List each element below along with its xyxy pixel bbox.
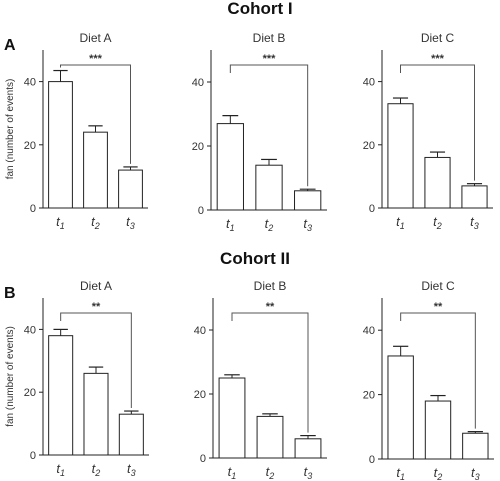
y-tick-label: 40 [363,77,375,89]
bar [387,355,414,460]
x-tick-label: t1 [396,214,405,231]
bar [118,413,144,456]
bar [294,190,322,211]
x-tick-label: t3 [470,214,479,231]
bar [462,432,489,460]
cohort-title-2: Cohort II [220,249,290,268]
y-tick-label: 20 [194,389,206,401]
cohort-title-1: Cohort I [227,0,292,18]
y-tick-label: 20 [363,390,375,402]
y-tick-label: 0 [198,205,204,217]
bar [48,335,74,456]
subplot-4: 0 20 40 Diet A fan (number of events) t1 t2 t3 *… [5,279,149,478]
bar [48,81,73,209]
x-tick-label: t2 [433,214,442,231]
y-tick-label: 40 [363,325,375,337]
bar [83,372,109,456]
significance-bracket [60,312,132,409]
x-tick-label: t3 [304,464,313,481]
significance-label: *** [431,53,445,65]
subplot-title: Diet C [421,279,455,293]
subplot-1: 0 20 40 Diet A fan (number of events) t1 t2 t3 *… [5,31,148,231]
significance-label: ** [92,301,101,313]
plots-group: 0 20 40 Diet A fan (number of events) t1 t2 t3 *… [5,31,494,481]
subplot-5: 0 20 40 Diet B t1 t2 t3 ** [194,279,327,481]
y-tick-label: 20 [24,140,36,152]
x-tick-label: t2 [434,465,443,481]
x-tick-label: t2 [266,464,275,481]
bar [83,131,108,209]
x-tick-label: t3 [471,465,480,481]
significance-label: *** [263,53,277,65]
significance-bracket [231,312,309,433]
y-tick-label: 0 [30,203,36,215]
significance-label: ** [266,301,275,313]
y-tick-label: 40 [24,77,36,89]
y-axis-label: fan (number of events) [5,326,16,427]
y-tick-label: 0 [200,453,206,465]
y-tick-label: 40 [194,325,206,337]
bar [424,400,452,460]
significance-bracket [229,64,309,187]
bar [216,123,244,211]
panel-letter-b: B [4,285,16,302]
subplot-3: 0 20 40 Diet C t1 t2 t3 *** [363,31,493,231]
bar [255,164,283,211]
significance-label: ** [434,301,443,313]
bar [424,156,451,209]
y-tick-label: 20 [192,141,204,153]
subplot-title: Diet A [79,31,111,45]
y-axis-label: fan (number of events) [5,79,16,180]
bar [387,103,414,209]
x-tick-label: t1 [226,216,235,233]
bar [461,185,488,209]
x-tick-label: t3 [303,216,312,233]
subplot-title: Diet B [254,279,287,293]
y-tick-label: 40 [24,324,36,336]
bar [294,438,322,459]
y-tick-label: 40 [192,77,204,89]
x-tick-label: t2 [92,461,101,478]
significance-bracket [400,312,476,429]
y-tick-label: 0 [30,450,36,462]
bar [218,377,246,459]
significance-bracket [400,64,475,181]
x-tick-label: t2 [265,216,274,233]
subplot-6: 0 20 40 Diet C t1 t2 t3 ** [363,279,494,481]
subplot-2: 0 20 40 Diet B t1 t2 t3 *** [192,31,327,233]
x-tick-label: t1 [56,214,65,231]
significance-label: *** [89,53,103,65]
x-tick-label: t1 [396,465,405,481]
x-tick-label: t3 [126,214,135,231]
subplot-title: Diet A [80,279,112,293]
y-tick-label: 20 [363,140,375,152]
x-tick-label: t2 [91,214,100,231]
x-tick-label: t3 [127,461,136,478]
significance-bracket [60,64,131,164]
y-tick-label: 0 [369,454,375,466]
panel-letter-a: A [4,37,16,54]
x-tick-label: t1 [228,464,237,481]
x-tick-label: t1 [56,461,65,478]
subplot-title: Diet B [253,31,286,45]
y-tick-label: 20 [24,387,36,399]
bar [256,415,284,459]
y-tick-label: 0 [369,203,375,215]
subplot-title: Diet C [421,31,455,45]
bar [118,169,143,209]
